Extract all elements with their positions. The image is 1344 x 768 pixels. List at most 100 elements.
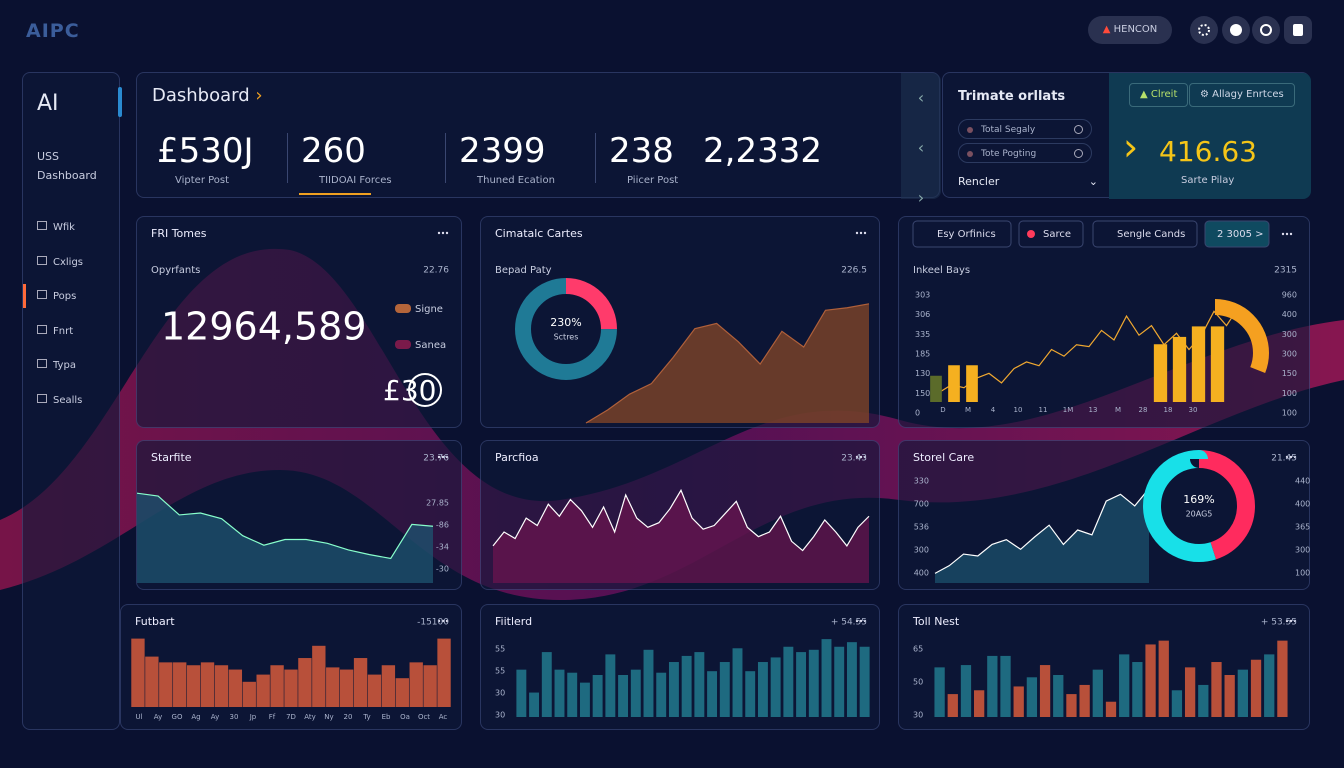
bar xyxy=(1132,662,1143,717)
gauge xyxy=(1161,299,1269,407)
kpi-value: 238 xyxy=(609,131,674,171)
axis-label: 300 xyxy=(1282,330,1297,339)
menu-dot xyxy=(859,455,863,459)
bar xyxy=(834,646,845,717)
button[interactable]: ▲ Clreit xyxy=(1129,83,1189,107)
bar xyxy=(367,674,382,707)
line xyxy=(934,488,1150,574)
toolbar-button[interactable] xyxy=(1092,220,1198,248)
nav-item[interactable]: Typa xyxy=(37,359,76,371)
panel: Starfite 23.76 27.85 -86 -34 -30 xyxy=(136,440,462,590)
bar xyxy=(987,655,998,717)
bar xyxy=(409,662,423,707)
badge: £30 xyxy=(383,374,436,407)
bar xyxy=(145,656,159,707)
bar xyxy=(579,682,590,717)
select[interactable]: Rencler ⌄ xyxy=(958,175,1098,188)
donut-sublabel: 20AG5 xyxy=(1186,510,1213,519)
bar xyxy=(668,662,679,717)
bar xyxy=(437,638,451,707)
panel-title: Storel Care xyxy=(913,451,974,464)
bar xyxy=(1224,675,1235,717)
bar xyxy=(516,669,527,717)
axis-label: 306 xyxy=(915,310,930,319)
x-label: Jp xyxy=(249,713,257,721)
panel-value: 23.76 xyxy=(423,454,449,464)
chevron: › xyxy=(1123,125,1139,169)
button-dot xyxy=(1027,230,1035,238)
nav-item[interactable]: Sealls xyxy=(37,393,82,406)
option[interactable]: Total Segaly xyxy=(958,119,1092,139)
nav-icon xyxy=(37,255,47,265)
donut-segment xyxy=(1143,450,1255,562)
menu-dot xyxy=(445,455,449,459)
bar xyxy=(618,675,629,717)
bar xyxy=(1013,686,1024,717)
x-label: 13 xyxy=(1089,406,1098,414)
header-button[interactable]: ▲ HENCON xyxy=(1088,16,1172,44)
axis-label: 400 xyxy=(1282,310,1297,319)
x-label: 11 xyxy=(1039,406,1048,414)
x-label: Ff xyxy=(269,713,276,721)
menu-dot xyxy=(1289,232,1293,236)
nav-item[interactable]: Wfik xyxy=(37,221,75,233)
menu-dot xyxy=(1285,455,1289,459)
bar xyxy=(1184,667,1196,717)
toolbar-label: 2 3005 > xyxy=(1217,229,1264,240)
x-label: Ny xyxy=(324,713,333,721)
nav-item[interactable]: Cxligs xyxy=(37,255,83,268)
menu-dot xyxy=(855,619,859,623)
bar xyxy=(326,667,340,707)
x-label: 18 xyxy=(1164,406,1173,414)
toolbar-button[interactable] xyxy=(912,220,1012,248)
panel-body: Storel Care 21.45 330 700 536 300 400 440 400 365… xyxy=(913,450,1310,583)
toolbar-button[interactable] xyxy=(1204,220,1270,248)
bar xyxy=(1026,677,1038,717)
toolbar-button[interactable] xyxy=(1018,220,1084,248)
panel-value: + 53.55 xyxy=(1261,618,1297,628)
nav-item[interactable]: Fnrt xyxy=(37,324,73,337)
bar xyxy=(1264,654,1275,717)
x-label: Ul xyxy=(135,713,142,721)
bar xyxy=(1145,644,1156,717)
axis-label: -86 xyxy=(436,521,449,530)
option[interactable]: Tote Pogting xyxy=(958,143,1092,163)
x-label: M xyxy=(965,406,971,414)
donut-label: 230% xyxy=(550,316,581,329)
axis-label: 65 xyxy=(913,645,923,654)
icon-button[interactable] xyxy=(1252,16,1280,44)
menu-dot xyxy=(855,231,859,235)
nav-icon xyxy=(37,324,47,334)
panel-value: 22.76 xyxy=(423,266,449,276)
nav-icon xyxy=(37,393,47,403)
axis-label: 536 xyxy=(914,523,929,532)
menu-dot xyxy=(437,619,441,623)
bar xyxy=(960,665,972,717)
panel: Futbart -15100 Ul Ay GO Ag Ay 30 Jp Ff 7D Aty Ny 20 Ty… xyxy=(120,604,462,730)
button[interactable]: ⚙ Allagy Enrtces xyxy=(1189,83,1295,107)
axis-label: 100 xyxy=(1282,389,1297,398)
bar xyxy=(186,665,201,707)
option-toggle xyxy=(1074,125,1083,134)
x-label: Ay xyxy=(211,713,219,721)
bar xyxy=(214,665,229,707)
icon-button[interactable] xyxy=(1190,16,1218,44)
menu-dot xyxy=(445,231,449,235)
legend-swatch xyxy=(395,304,411,313)
bar xyxy=(948,365,960,402)
nav-item[interactable]: Pops xyxy=(37,290,76,302)
panel-body: Fiitlerd + 54.55 55 55 30 30 xyxy=(495,615,870,720)
axis-label: 50 xyxy=(913,678,923,687)
bar xyxy=(298,658,312,707)
side-value: 416.63 xyxy=(1159,135,1257,168)
panel-subtitle: Inkeel Bays xyxy=(913,265,970,276)
panel: 2315 Inkeel Bays Esy Orfinics Sarce Sengle C… xyxy=(898,216,1310,428)
kpi-nav[interactable]: ‹ ‹ › xyxy=(901,73,941,207)
axis-label: 440 xyxy=(1295,477,1310,486)
kpi-label: Piicer Post xyxy=(627,175,679,186)
nav-icon xyxy=(37,290,47,299)
icon xyxy=(1260,24,1272,36)
bar xyxy=(757,662,768,717)
bar xyxy=(173,662,187,707)
